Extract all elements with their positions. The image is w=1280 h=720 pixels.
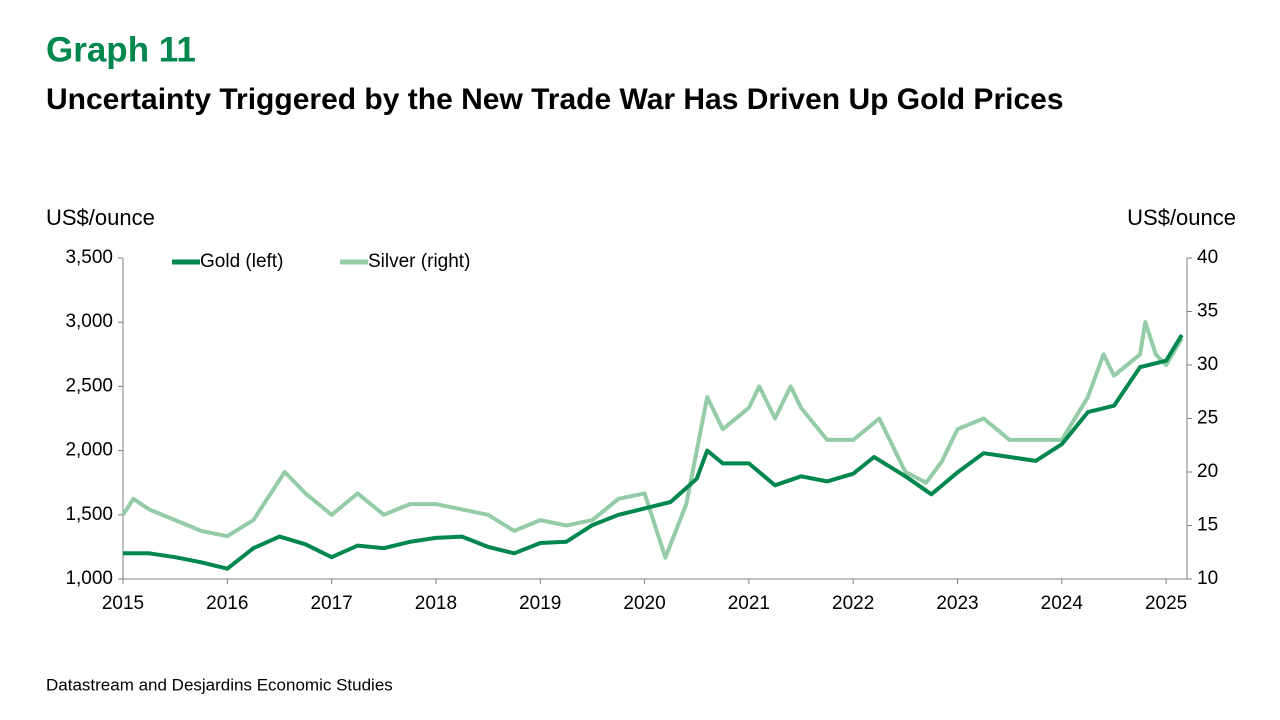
- x-tick-label: 2016: [206, 593, 248, 614]
- source: Datastream and Desjardins Economic Studi…: [46, 675, 393, 694]
- y-tick-label: 1,000: [65, 568, 113, 589]
- x-tick-label: 2023: [936, 593, 978, 614]
- y-tick-label: 2,000: [65, 440, 113, 461]
- x-tick-label: 2020: [623, 593, 665, 614]
- y2-tick-label: 30: [1197, 354, 1218, 375]
- x-tick-label: 2025: [1145, 593, 1187, 614]
- y-tick-label: 1,500: [65, 504, 113, 525]
- y2-tick-label: 15: [1197, 515, 1218, 536]
- chart-title: Graph 11: [46, 30, 196, 69]
- y-axis-label: US$/ounce: [46, 205, 155, 230]
- x-tick-label: 2024: [1041, 593, 1084, 614]
- x-tick-label: 2017: [310, 593, 352, 614]
- series-line: [123, 333, 1184, 571]
- legend-label: Gold (left): [200, 251, 283, 272]
- x-tick-label: 2018: [415, 593, 457, 614]
- y2-tick-label: 10: [1197, 568, 1218, 589]
- x-tick-label: 2019: [519, 593, 561, 614]
- y2-tick-label: 20: [1197, 461, 1218, 482]
- x-tick-label: 2022: [832, 593, 874, 614]
- x-tick-label: 2015: [102, 593, 144, 614]
- y-tick-label: 2,500: [65, 375, 113, 396]
- series-line: [121, 320, 1184, 560]
- y-tick-label: 3,500: [65, 247, 113, 268]
- legend-label: Silver (right): [368, 251, 470, 272]
- y2-axis-label: US$/ounce: [1127, 205, 1236, 230]
- y2-tick-label: 40: [1197, 247, 1218, 268]
- x-tick-label: 2021: [728, 593, 770, 614]
- y2-tick-label: 35: [1197, 301, 1218, 322]
- y2-tick-label: 25: [1197, 408, 1218, 429]
- chart-subtitle: Uncertainty Triggered by the New Trade W…: [46, 83, 1064, 116]
- y-tick-label: 3,000: [65, 311, 113, 332]
